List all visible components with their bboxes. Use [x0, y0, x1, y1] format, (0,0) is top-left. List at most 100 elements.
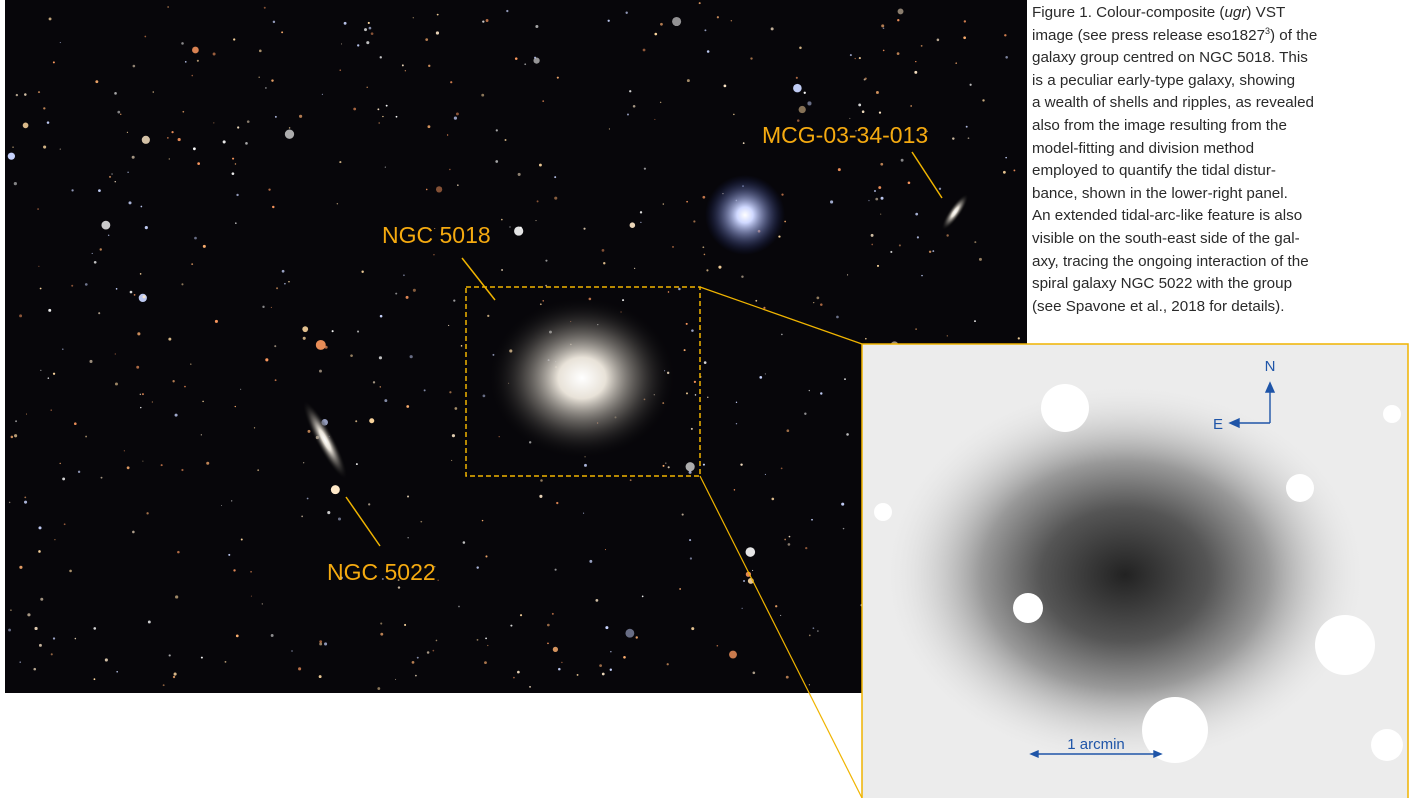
star: [39, 287, 42, 290]
zoom-line: [699, 286, 863, 345]
star: [50, 409, 52, 411]
star: [641, 595, 644, 598]
star: [635, 636, 638, 639]
star: [932, 250, 935, 252]
star: [62, 477, 66, 481]
star: [1005, 56, 1008, 59]
star: [501, 268, 504, 271]
star: [245, 142, 248, 145]
star: [974, 241, 977, 244]
star: [336, 203, 339, 205]
star: [339, 161, 342, 164]
star: [634, 267, 636, 269]
star: [368, 26, 372, 30]
star: [192, 147, 196, 151]
star: [667, 466, 670, 469]
star: [397, 579, 400, 581]
star: [167, 6, 170, 8]
star: [690, 427, 693, 430]
star: [808, 389, 810, 392]
star: [510, 624, 513, 627]
star: [128, 201, 132, 205]
star: [270, 306, 272, 308]
star: [599, 664, 603, 667]
star: [780, 614, 782, 616]
leader-line: [911, 151, 943, 199]
star: [436, 13, 439, 16]
star: [742, 142, 745, 145]
star: [672, 246, 674, 248]
star: [538, 163, 542, 167]
star: [54, 539, 56, 541]
caption-line: bance, shown in the lower-right panel.: [1032, 184, 1288, 202]
star: [184, 60, 187, 63]
star: [771, 138, 774, 140]
star: [343, 21, 347, 25]
star: [865, 337, 867, 340]
star: [495, 129, 498, 132]
star: [265, 87, 267, 89]
star: [377, 108, 380, 111]
star: [331, 330, 334, 333]
star: [233, 569, 236, 572]
star: [487, 314, 490, 318]
star: [847, 274, 849, 276]
star: [795, 76, 798, 79]
star: [506, 9, 509, 13]
star: [558, 667, 561, 671]
star: [38, 550, 41, 553]
star: [168, 654, 171, 657]
star: [433, 254, 435, 256]
star: [890, 131, 893, 134]
star: [74, 637, 77, 640]
star: [412, 288, 416, 292]
star: [379, 56, 382, 59]
star: [350, 354, 353, 357]
star: [330, 485, 340, 495]
star: [281, 269, 285, 273]
star: [95, 80, 99, 84]
star: [946, 234, 949, 237]
star: [379, 386, 381, 388]
star: [133, 293, 136, 296]
star: [321, 93, 323, 95]
star: [61, 348, 64, 350]
star: [132, 530, 135, 534]
compass: [1029, 381, 1276, 759]
star: [683, 349, 686, 352]
caption-line: spiral galaxy NGC 5022 with the group: [1032, 275, 1293, 293]
star: [920, 44, 923, 47]
star: [401, 64, 404, 67]
star: [257, 469, 260, 472]
star: [775, 605, 778, 608]
star: [191, 74, 194, 77]
star: [139, 273, 142, 275]
star: [50, 653, 53, 656]
star: [807, 101, 812, 106]
star: [689, 539, 692, 542]
star: [880, 213, 882, 215]
star: [69, 569, 72, 573]
star: [284, 283, 286, 285]
star: [583, 227, 586, 230]
star: [685, 322, 688, 325]
star: [763, 306, 766, 309]
star: [601, 672, 605, 676]
star: [114, 353, 116, 355]
star: [820, 303, 823, 306]
star: [233, 38, 236, 41]
star: [554, 176, 557, 179]
star: [963, 20, 967, 23]
star: [246, 120, 250, 123]
masks: [874, 384, 1403, 763]
star: [691, 329, 694, 332]
star: [395, 292, 398, 295]
star: [928, 250, 932, 254]
star: [752, 569, 754, 571]
star: [411, 661, 415, 664]
star: [24, 500, 28, 504]
star: [144, 226, 148, 230]
star: [552, 646, 559, 653]
star: [284, 129, 295, 139]
